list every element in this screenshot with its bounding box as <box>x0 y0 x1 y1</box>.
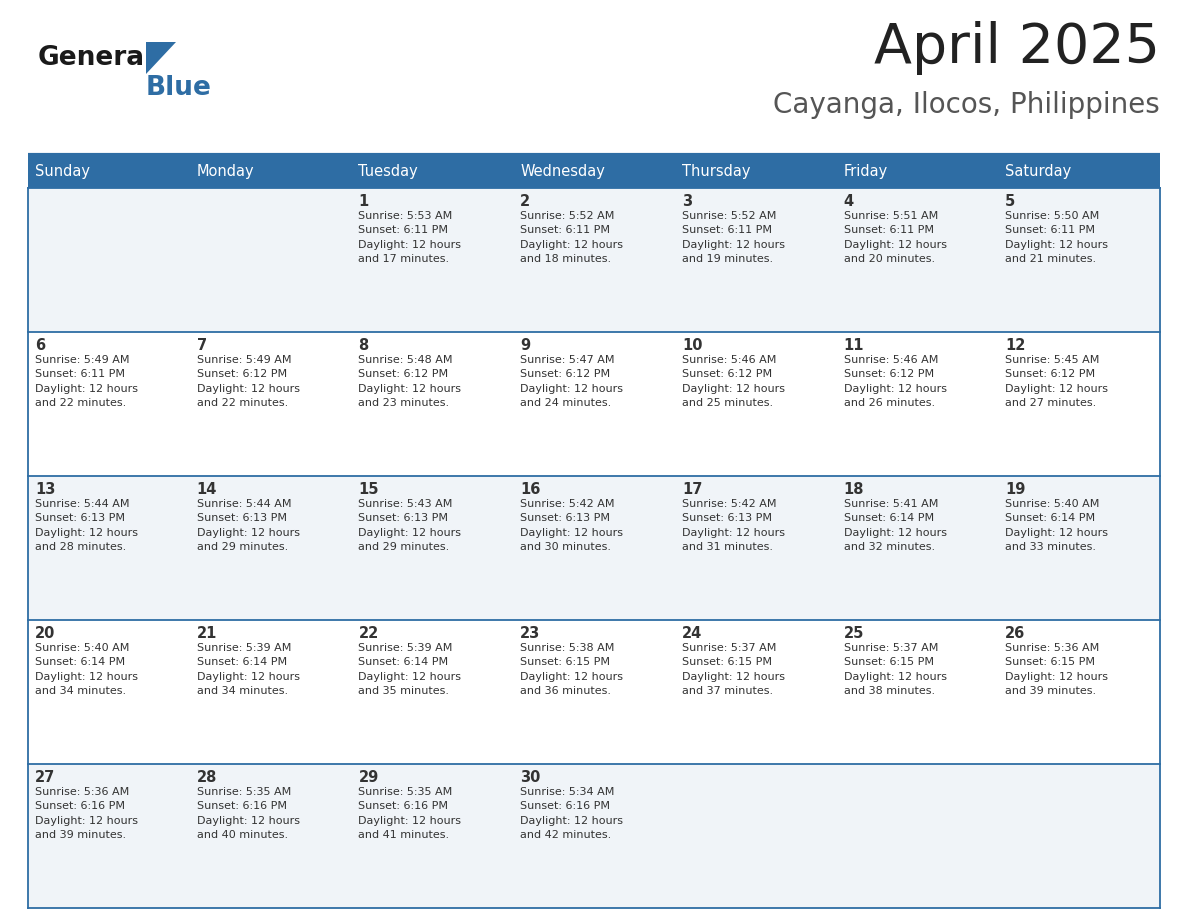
Text: Friday: Friday <box>843 164 887 179</box>
Text: 27: 27 <box>34 770 56 785</box>
Text: 10: 10 <box>682 338 702 353</box>
Text: 13: 13 <box>34 482 56 497</box>
Text: Sunrise: 5:46 AM
Sunset: 6:12 PM
Daylight: 12 hours
and 25 minutes.: Sunrise: 5:46 AM Sunset: 6:12 PM Dayligh… <box>682 355 785 409</box>
Bar <box>29 332 1159 476</box>
Text: 21: 21 <box>197 626 217 641</box>
Text: Sunrise: 5:35 AM
Sunset: 6:16 PM
Daylight: 12 hours
and 40 minutes.: Sunrise: 5:35 AM Sunset: 6:16 PM Dayligh… <box>197 787 299 840</box>
Text: 8: 8 <box>359 338 368 353</box>
Text: Sunrise: 5:39 AM
Sunset: 6:14 PM
Daylight: 12 hours
and 35 minutes.: Sunrise: 5:39 AM Sunset: 6:14 PM Dayligh… <box>359 643 461 696</box>
Text: 3: 3 <box>682 194 691 209</box>
Bar <box>29 188 1159 332</box>
Text: 4: 4 <box>843 194 854 209</box>
Text: Sunrise: 5:49 AM
Sunset: 6:12 PM
Daylight: 12 hours
and 22 minutes.: Sunrise: 5:49 AM Sunset: 6:12 PM Dayligh… <box>197 355 299 409</box>
Text: 5: 5 <box>1005 194 1016 209</box>
Text: 25: 25 <box>843 626 864 641</box>
Text: 2: 2 <box>520 194 530 209</box>
Text: Sunrise: 5:42 AM
Sunset: 6:13 PM
Daylight: 12 hours
and 31 minutes.: Sunrise: 5:42 AM Sunset: 6:13 PM Dayligh… <box>682 499 785 553</box>
Text: Sunrise: 5:53 AM
Sunset: 6:11 PM
Daylight: 12 hours
and 17 minutes.: Sunrise: 5:53 AM Sunset: 6:11 PM Dayligh… <box>359 211 461 264</box>
Text: 12: 12 <box>1005 338 1025 353</box>
Text: 16: 16 <box>520 482 541 497</box>
Text: Sunrise: 5:40 AM
Sunset: 6:14 PM
Daylight: 12 hours
and 34 minutes.: Sunrise: 5:40 AM Sunset: 6:14 PM Dayligh… <box>34 643 138 696</box>
Text: 22: 22 <box>359 626 379 641</box>
Bar <box>29 476 1159 620</box>
Text: Sunday: Sunday <box>34 164 90 179</box>
Text: 24: 24 <box>682 626 702 641</box>
Text: 20: 20 <box>34 626 56 641</box>
Text: Sunrise: 5:36 AM
Sunset: 6:16 PM
Daylight: 12 hours
and 39 minutes.: Sunrise: 5:36 AM Sunset: 6:16 PM Dayligh… <box>34 787 138 840</box>
Text: Sunrise: 5:49 AM
Sunset: 6:11 PM
Daylight: 12 hours
and 22 minutes.: Sunrise: 5:49 AM Sunset: 6:11 PM Dayligh… <box>34 355 138 409</box>
Text: 30: 30 <box>520 770 541 785</box>
Text: Sunrise: 5:47 AM
Sunset: 6:12 PM
Daylight: 12 hours
and 24 minutes.: Sunrise: 5:47 AM Sunset: 6:12 PM Dayligh… <box>520 355 624 409</box>
Text: Thursday: Thursday <box>682 164 751 179</box>
Text: 26: 26 <box>1005 626 1025 641</box>
Text: General: General <box>38 45 154 71</box>
Bar <box>29 155 1159 188</box>
Text: Monday: Monday <box>197 164 254 179</box>
Text: 11: 11 <box>843 338 864 353</box>
Text: Sunrise: 5:38 AM
Sunset: 6:15 PM
Daylight: 12 hours
and 36 minutes.: Sunrise: 5:38 AM Sunset: 6:15 PM Dayligh… <box>520 643 624 696</box>
Text: Sunrise: 5:36 AM
Sunset: 6:15 PM
Daylight: 12 hours
and 39 minutes.: Sunrise: 5:36 AM Sunset: 6:15 PM Dayligh… <box>1005 643 1108 696</box>
Text: Sunrise: 5:42 AM
Sunset: 6:13 PM
Daylight: 12 hours
and 30 minutes.: Sunrise: 5:42 AM Sunset: 6:13 PM Dayligh… <box>520 499 624 553</box>
Text: Sunrise: 5:39 AM
Sunset: 6:14 PM
Daylight: 12 hours
and 34 minutes.: Sunrise: 5:39 AM Sunset: 6:14 PM Dayligh… <box>197 643 299 696</box>
Text: Sunrise: 5:51 AM
Sunset: 6:11 PM
Daylight: 12 hours
and 20 minutes.: Sunrise: 5:51 AM Sunset: 6:11 PM Dayligh… <box>843 211 947 264</box>
Text: Cayanga, Ilocos, Philippines: Cayanga, Ilocos, Philippines <box>773 91 1159 119</box>
Text: 28: 28 <box>197 770 217 785</box>
Text: Wednesday: Wednesday <box>520 164 605 179</box>
Bar <box>29 620 1159 764</box>
Text: Sunrise: 5:44 AM
Sunset: 6:13 PM
Daylight: 12 hours
and 29 minutes.: Sunrise: 5:44 AM Sunset: 6:13 PM Dayligh… <box>197 499 299 553</box>
Text: Saturday: Saturday <box>1005 164 1072 179</box>
Text: 14: 14 <box>197 482 217 497</box>
Text: 6: 6 <box>34 338 45 353</box>
Text: April 2025: April 2025 <box>874 21 1159 75</box>
Text: 19: 19 <box>1005 482 1025 497</box>
Text: Sunrise: 5:43 AM
Sunset: 6:13 PM
Daylight: 12 hours
and 29 minutes.: Sunrise: 5:43 AM Sunset: 6:13 PM Dayligh… <box>359 499 461 553</box>
Text: 7: 7 <box>197 338 207 353</box>
Text: Sunrise: 5:52 AM
Sunset: 6:11 PM
Daylight: 12 hours
and 18 minutes.: Sunrise: 5:52 AM Sunset: 6:11 PM Dayligh… <box>520 211 624 264</box>
Text: Sunrise: 5:37 AM
Sunset: 6:15 PM
Daylight: 12 hours
and 37 minutes.: Sunrise: 5:37 AM Sunset: 6:15 PM Dayligh… <box>682 643 785 696</box>
Text: Sunrise: 5:37 AM
Sunset: 6:15 PM
Daylight: 12 hours
and 38 minutes.: Sunrise: 5:37 AM Sunset: 6:15 PM Dayligh… <box>843 643 947 696</box>
Text: Sunrise: 5:41 AM
Sunset: 6:14 PM
Daylight: 12 hours
and 32 minutes.: Sunrise: 5:41 AM Sunset: 6:14 PM Dayligh… <box>843 499 947 553</box>
Text: 18: 18 <box>843 482 864 497</box>
Text: 17: 17 <box>682 482 702 497</box>
Text: Sunrise: 5:35 AM
Sunset: 6:16 PM
Daylight: 12 hours
and 41 minutes.: Sunrise: 5:35 AM Sunset: 6:16 PM Dayligh… <box>359 787 461 840</box>
Text: Sunrise: 5:34 AM
Sunset: 6:16 PM
Daylight: 12 hours
and 42 minutes.: Sunrise: 5:34 AM Sunset: 6:16 PM Dayligh… <box>520 787 624 840</box>
Polygon shape <box>146 42 176 74</box>
Text: Sunrise: 5:50 AM
Sunset: 6:11 PM
Daylight: 12 hours
and 21 minutes.: Sunrise: 5:50 AM Sunset: 6:11 PM Dayligh… <box>1005 211 1108 264</box>
Text: Sunrise: 5:40 AM
Sunset: 6:14 PM
Daylight: 12 hours
and 33 minutes.: Sunrise: 5:40 AM Sunset: 6:14 PM Dayligh… <box>1005 499 1108 553</box>
Text: 23: 23 <box>520 626 541 641</box>
Bar <box>29 764 1159 908</box>
Text: Sunrise: 5:45 AM
Sunset: 6:12 PM
Daylight: 12 hours
and 27 minutes.: Sunrise: 5:45 AM Sunset: 6:12 PM Dayligh… <box>1005 355 1108 409</box>
Text: 9: 9 <box>520 338 530 353</box>
Text: Sunrise: 5:44 AM
Sunset: 6:13 PM
Daylight: 12 hours
and 28 minutes.: Sunrise: 5:44 AM Sunset: 6:13 PM Dayligh… <box>34 499 138 553</box>
Text: 1: 1 <box>359 194 368 209</box>
Text: Sunrise: 5:52 AM
Sunset: 6:11 PM
Daylight: 12 hours
and 19 minutes.: Sunrise: 5:52 AM Sunset: 6:11 PM Dayligh… <box>682 211 785 264</box>
Text: 29: 29 <box>359 770 379 785</box>
Text: Sunrise: 5:46 AM
Sunset: 6:12 PM
Daylight: 12 hours
and 26 minutes.: Sunrise: 5:46 AM Sunset: 6:12 PM Dayligh… <box>843 355 947 409</box>
Text: 15: 15 <box>359 482 379 497</box>
Text: Tuesday: Tuesday <box>359 164 418 179</box>
Text: Blue: Blue <box>146 75 211 101</box>
Text: Sunrise: 5:48 AM
Sunset: 6:12 PM
Daylight: 12 hours
and 23 minutes.: Sunrise: 5:48 AM Sunset: 6:12 PM Dayligh… <box>359 355 461 409</box>
